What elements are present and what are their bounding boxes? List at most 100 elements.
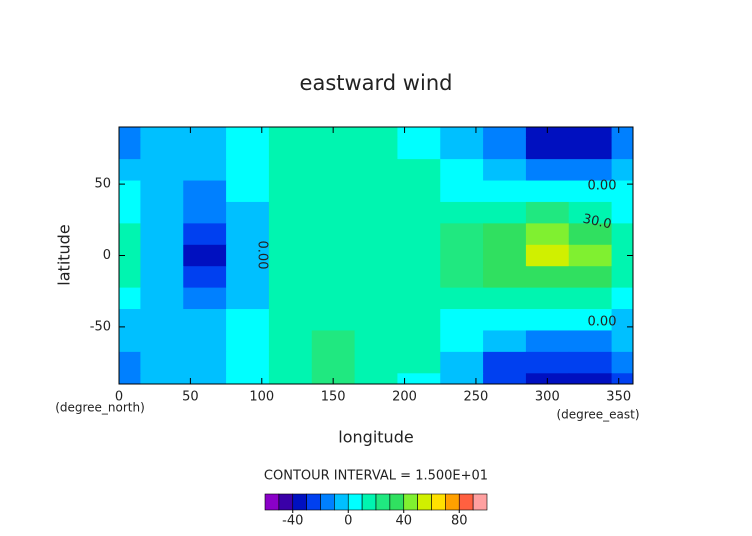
field-cell bbox=[183, 244, 227, 267]
field-cell bbox=[119, 223, 141, 246]
field-cell bbox=[226, 201, 270, 224]
field-cell bbox=[483, 287, 527, 310]
field-cell bbox=[568, 127, 613, 139]
y-tick-label: -50 bbox=[90, 319, 111, 334]
field-cell bbox=[119, 180, 141, 203]
colorbar-box bbox=[472, 493, 488, 511]
field-cell bbox=[226, 159, 270, 182]
y-tick-label: 50 bbox=[94, 177, 111, 192]
field-cell bbox=[440, 223, 484, 246]
colorbar-box bbox=[334, 493, 349, 511]
field-cell bbox=[226, 330, 270, 353]
field-cell bbox=[119, 244, 141, 267]
colorbar-tick-label: 80 bbox=[451, 514, 468, 529]
field-cell bbox=[119, 137, 141, 160]
field-cell bbox=[611, 223, 633, 246]
field-cell bbox=[119, 309, 141, 331]
field-cell bbox=[397, 373, 441, 384]
field-cell bbox=[354, 244, 398, 267]
field-cell bbox=[611, 159, 633, 182]
field-cell bbox=[568, 309, 613, 331]
field-cell bbox=[568, 287, 613, 310]
field-cell bbox=[568, 351, 613, 374]
field-cell bbox=[483, 201, 527, 224]
x-tick-label: 300 bbox=[535, 390, 560, 405]
field-cell bbox=[397, 159, 441, 182]
field-cell bbox=[568, 330, 613, 353]
field-cell bbox=[525, 330, 570, 353]
field-cell bbox=[268, 351, 313, 374]
field-cell bbox=[611, 287, 633, 310]
field-cell bbox=[397, 180, 441, 203]
field-cell bbox=[483, 266, 527, 289]
field-cell bbox=[119, 201, 141, 224]
field-cell bbox=[525, 266, 570, 289]
field-cell bbox=[440, 201, 484, 224]
field-cell bbox=[568, 159, 613, 182]
field-cell bbox=[311, 180, 356, 203]
field-cell bbox=[440, 351, 484, 374]
colorbar-box bbox=[306, 493, 321, 511]
field-cell bbox=[440, 330, 484, 353]
field-cell bbox=[611, 309, 633, 331]
field-cell bbox=[354, 266, 398, 289]
field-cell bbox=[525, 309, 570, 331]
field-cell bbox=[611, 244, 633, 267]
field-cell bbox=[611, 330, 633, 353]
field-cell bbox=[397, 201, 441, 224]
field-cell bbox=[440, 159, 484, 182]
field-cell bbox=[568, 137, 613, 160]
field-cell bbox=[226, 223, 270, 246]
field-cell bbox=[140, 223, 184, 246]
y-units: (degree_north) bbox=[55, 401, 145, 415]
field-cell bbox=[226, 287, 270, 310]
contour-label: 30.0 bbox=[581, 212, 612, 233]
colorbar-box bbox=[264, 493, 280, 511]
field-cell bbox=[183, 159, 227, 182]
x-tick-label: 350 bbox=[606, 390, 631, 405]
field-cell bbox=[119, 287, 141, 310]
colorbar-box bbox=[417, 493, 432, 511]
field-cell bbox=[140, 137, 184, 160]
field-cell bbox=[226, 137, 270, 160]
field-cell bbox=[268, 309, 313, 331]
field-cell bbox=[140, 309, 184, 331]
field-cell bbox=[525, 351, 570, 374]
field-cell bbox=[268, 137, 313, 160]
field-cell bbox=[611, 351, 633, 374]
field-cell bbox=[268, 201, 313, 224]
field-cell bbox=[311, 137, 356, 160]
field-cell bbox=[354, 180, 398, 203]
field-cell bbox=[483, 373, 527, 384]
colorbar-box bbox=[458, 493, 474, 511]
field-cell bbox=[397, 351, 441, 374]
field-cell bbox=[483, 180, 527, 203]
colorbar-box bbox=[431, 493, 446, 511]
field-cell bbox=[183, 180, 227, 203]
x-tick-label: 250 bbox=[464, 390, 489, 405]
x-units: (degree_east) bbox=[556, 408, 639, 422]
field-cell bbox=[483, 351, 527, 374]
field-cell bbox=[183, 137, 227, 160]
colorbar-box bbox=[389, 493, 405, 511]
contour-label: 0.00 bbox=[255, 241, 270, 270]
field-cell bbox=[140, 266, 184, 289]
field-cell bbox=[119, 373, 141, 384]
x-axis-label: longitude bbox=[338, 428, 413, 447]
field-cell bbox=[354, 223, 398, 246]
field-cell bbox=[440, 373, 484, 384]
field-cell bbox=[568, 373, 613, 384]
field-cell bbox=[525, 201, 570, 224]
field-cell bbox=[397, 127, 441, 139]
field-cell bbox=[568, 223, 613, 246]
field-cell bbox=[268, 127, 313, 139]
field-cell bbox=[354, 351, 398, 374]
field-cell bbox=[268, 223, 313, 246]
field-cell bbox=[440, 309, 484, 331]
field-cell bbox=[311, 201, 356, 224]
field-cell bbox=[311, 244, 356, 267]
field-cell bbox=[397, 266, 441, 289]
field-cell bbox=[440, 127, 484, 139]
field-cell bbox=[140, 351, 184, 374]
x-tick-label: 0 bbox=[115, 390, 123, 405]
